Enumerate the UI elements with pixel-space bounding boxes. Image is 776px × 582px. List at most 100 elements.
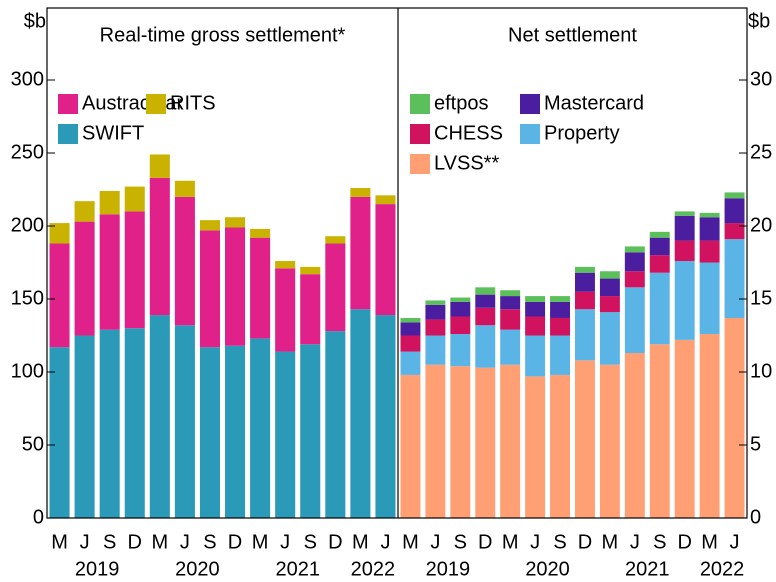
x-tick-label: J [430,531,440,553]
x-tick-label: M [402,531,419,553]
bar-segment [250,338,271,518]
bar-segment [375,204,396,316]
x-year-label: 2019 [426,558,471,580]
bar-segment [699,212,720,218]
bar-segment [425,335,446,365]
x-tick-label: J [180,531,190,553]
bar-segment [450,334,471,367]
legend-swatch [410,124,430,144]
bar-segment [450,316,471,335]
bar-segment [450,301,471,317]
bar-segment [724,317,745,518]
bar-segment [149,315,170,518]
y-tick-label: 25 [750,141,772,163]
bar-segment [475,367,496,518]
bar-segment [550,335,571,375]
bar-segment [599,312,620,365]
bar-segment [174,325,195,518]
bar-segment [400,351,421,375]
y-tick-label: 15 [750,287,772,309]
bar-segment [624,271,645,288]
x-year-label: 2022 [700,558,745,580]
x-tick-label: S [203,531,216,553]
bar-segment [149,154,170,178]
x-tick-label: S [653,531,666,553]
bar-segment [124,211,145,329]
bar-segment [174,180,195,197]
x-tick-label: J [280,531,290,553]
bar-segment [225,217,246,228]
bar-segment [699,240,720,263]
y-tick-label: 150 [11,287,44,309]
y-tick-label: 5 [750,433,761,455]
legend-label: CHESS [434,122,503,144]
bar-segment [74,221,95,336]
bar-segment [99,190,120,215]
x-tick-label: S [454,531,467,553]
legend-swatch [520,94,540,114]
x-tick-label: J [630,531,640,553]
x-year-label: 2020 [175,558,220,580]
bar-segment [425,364,446,518]
bar-segment [574,360,595,518]
bar-segment [350,309,371,518]
bar-segment [450,366,471,518]
bar-segment [649,255,670,273]
bar-segment [174,196,195,326]
y-tick-label: 50 [22,433,44,455]
bar-segment [500,290,521,297]
bar-segment [500,329,521,365]
x-tick-label: J [730,531,740,553]
bar-segment [199,347,220,518]
x-tick-label: M [352,531,369,553]
bar-segment [724,198,745,224]
bar-segment [525,296,546,302]
x-tick-label: M [151,531,168,553]
bar-segment [225,345,246,518]
bar-segment [425,304,446,320]
legend-label: SWIFT [82,122,144,144]
x-year-label: 2019 [75,558,120,580]
bar-segment [574,309,595,361]
legend-swatch [410,154,430,174]
x-tick-label: S [553,531,566,553]
bar-segment [475,287,496,295]
x-tick-label: D [128,531,142,553]
bar-segment [525,335,546,377]
legend-label: Austraclear [82,92,183,114]
x-tick-label: M [252,531,269,553]
bar-segment [624,246,645,253]
x-tick-label: D [328,531,342,553]
y-tick-label: 250 [11,141,44,163]
bar-segment [74,335,95,518]
y-tick-label: 100 [11,360,44,382]
bar-segment [350,196,371,310]
x-year-label: 2022 [351,558,396,580]
x-tick-label: S [103,531,116,553]
bar-segment [525,316,546,336]
legend-label: eftpos [434,92,488,114]
bar-segment [425,319,446,336]
legend-swatch [410,94,430,114]
x-tick-label: D [478,531,492,553]
bar-segment [624,287,645,354]
bar-segment [49,223,70,244]
bar-segment [674,215,695,241]
bar-segment [225,227,246,346]
bar-segment [400,317,421,323]
bar-segment [275,268,296,352]
bar-segment [375,195,396,205]
legend-label: Property [544,122,620,144]
y-tick-label: 10 [750,360,772,382]
bar-segment [624,252,645,272]
x-year-label: 2021 [625,558,670,580]
bar-segment [599,271,620,279]
y-tick-label: 300 [11,68,44,90]
bar-segment [450,297,471,302]
bar-segment [525,376,546,518]
bar-segment [699,217,720,241]
bar-segment [300,274,321,345]
bar-segment [724,192,745,199]
bar-segment [574,266,595,273]
bar-segment [99,214,120,330]
